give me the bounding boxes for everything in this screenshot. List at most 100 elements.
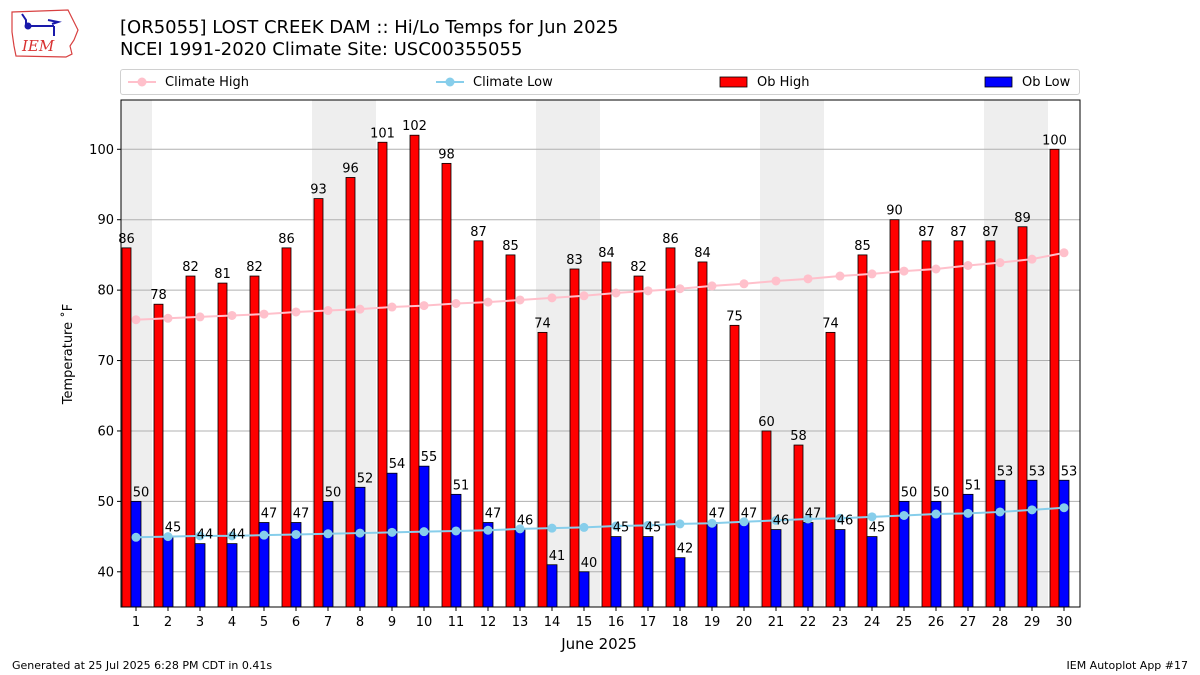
ob-low-bar: [482, 522, 494, 608]
climate-high-point: [1027, 254, 1037, 264]
climate-low-point: [163, 532, 173, 542]
y-gridlines: [121, 148, 1080, 573]
ob-low-legend-swatch: [984, 76, 1013, 88]
ob-high-bar: [377, 141, 388, 608]
ob-high-label: 90: [886, 204, 903, 219]
ob-high-bar: [505, 254, 516, 608]
x-tick-label: 30: [1056, 615, 1073, 630]
y-tick-label: 40: [97, 565, 114, 580]
ob-low-bar: [802, 522, 814, 608]
x-tick-label: 24: [864, 615, 881, 630]
ob-low-label: 53: [997, 464, 1014, 479]
climate-high-point: [963, 260, 973, 270]
ob-high-label: 87: [918, 225, 935, 240]
plot-frame: [120, 99, 1081, 608]
ob-high-bar: [249, 275, 260, 608]
ob-high-label: 82: [182, 260, 199, 275]
ob-low-label: 46: [837, 514, 854, 529]
ob-low-bar: [514, 529, 526, 608]
x-tick-label: 5: [260, 615, 268, 630]
ob-high-bar: [793, 444, 804, 608]
x-tick-label: 27: [960, 615, 977, 630]
climate-low-point: [867, 512, 877, 522]
ob-high-bar: [953, 240, 964, 608]
climate-low-point: [643, 520, 653, 530]
ob-low-label: 46: [773, 514, 790, 529]
iem-logo: IEM: [11, 9, 79, 58]
ob-high-label: 86: [278, 232, 295, 247]
x-tick-label: 3: [196, 615, 204, 630]
ob-high-bar: [729, 324, 740, 608]
ob-low-label: 47: [709, 507, 726, 522]
legend-item-ob-low: Ob Low: [984, 73, 1070, 91]
ob-low-label: 45: [613, 521, 630, 536]
ob-low-bar: [546, 564, 558, 608]
climate-low-point: [963, 508, 973, 518]
climate-high-point: [451, 299, 461, 309]
climate-high-point: [643, 286, 653, 296]
x-tick-label: 9: [388, 615, 396, 630]
climate-high-point: [611, 288, 621, 298]
climate-high-point: [579, 291, 589, 301]
ob-low-label: 55: [421, 450, 438, 465]
x-tick-label: 21: [768, 615, 785, 630]
ob-high-label: 84: [694, 246, 711, 261]
chart-subtitle: NCEI 1991-2020 Climate Site: USC00355055: [120, 39, 523, 60]
climate-low-point: [419, 527, 429, 537]
ob-high-bar: [185, 275, 196, 608]
climate-high-point: [227, 310, 237, 320]
ob-low-bar: [226, 543, 238, 608]
data-labels: 86 50 78 45 82 44 81 44 82 47 86 47 93 50 96 52 101 54 102…: [118, 119, 1077, 571]
ob-high-bar: [441, 162, 452, 608]
climate-low-point: [355, 528, 365, 538]
climate-high-point: [131, 315, 141, 325]
ob-high-label: 82: [630, 260, 647, 275]
ob-low-bar: [866, 536, 878, 608]
climate-high-point: [675, 284, 685, 294]
y-tick-label: 100: [89, 143, 114, 158]
ob-low-bar: [834, 529, 846, 608]
x-tick-label: 11: [448, 615, 465, 630]
x-tick-label: 20: [736, 615, 753, 630]
climate-low-point: [931, 509, 941, 519]
ob-high-label: 98: [438, 147, 455, 162]
ob-high-label: 81: [214, 267, 231, 282]
ob-high-bar: [825, 331, 836, 608]
climate-low-point: [387, 527, 397, 537]
ob-low-label: 42: [677, 542, 694, 557]
ob-low-label: 50: [901, 485, 918, 500]
legend: Climate High Climate Low Ob High Ob Low: [120, 69, 1080, 95]
climate-low-point: [771, 515, 781, 525]
legend-label: Climate Low: [473, 74, 553, 90]
climate-low-point: [739, 517, 749, 527]
ob-high-label: 74: [822, 316, 839, 331]
ob-high-bar: [697, 261, 708, 608]
ob-high-label: 101: [370, 126, 395, 141]
x-tick-label: 28: [992, 615, 1009, 630]
x-tick-label: 12: [480, 615, 497, 630]
ob-low-label: 53: [1061, 464, 1078, 479]
climate-low-point: [227, 531, 237, 541]
climate-high-point: [867, 269, 877, 279]
climate-high-point: [419, 301, 429, 311]
ob-low-label: 44: [229, 528, 246, 543]
ob-high-bar: [601, 261, 612, 608]
ob-high-label: 102: [402, 119, 427, 134]
ob-low-bar: [738, 522, 750, 608]
ob-low-label: 54: [389, 457, 406, 472]
climate-high-point: [707, 281, 717, 291]
climate-high-point: [387, 302, 397, 312]
climate-low-point: [291, 529, 301, 539]
climate-high-point: [771, 276, 781, 286]
x-tick-label: 8: [356, 615, 364, 630]
climate-low-point: [611, 521, 621, 531]
climate-low-point: [547, 523, 557, 533]
climate-low-point: [451, 526, 461, 536]
legend-label: Ob Low: [1022, 74, 1071, 90]
x-tick-label: 1: [132, 615, 140, 630]
ob-low-label: 44: [197, 528, 214, 543]
ob-high-bar: [217, 282, 228, 608]
ob-low-label: 40: [581, 556, 598, 571]
x-tick-label: 2: [164, 615, 172, 630]
ob-low-bar: [162, 536, 174, 608]
